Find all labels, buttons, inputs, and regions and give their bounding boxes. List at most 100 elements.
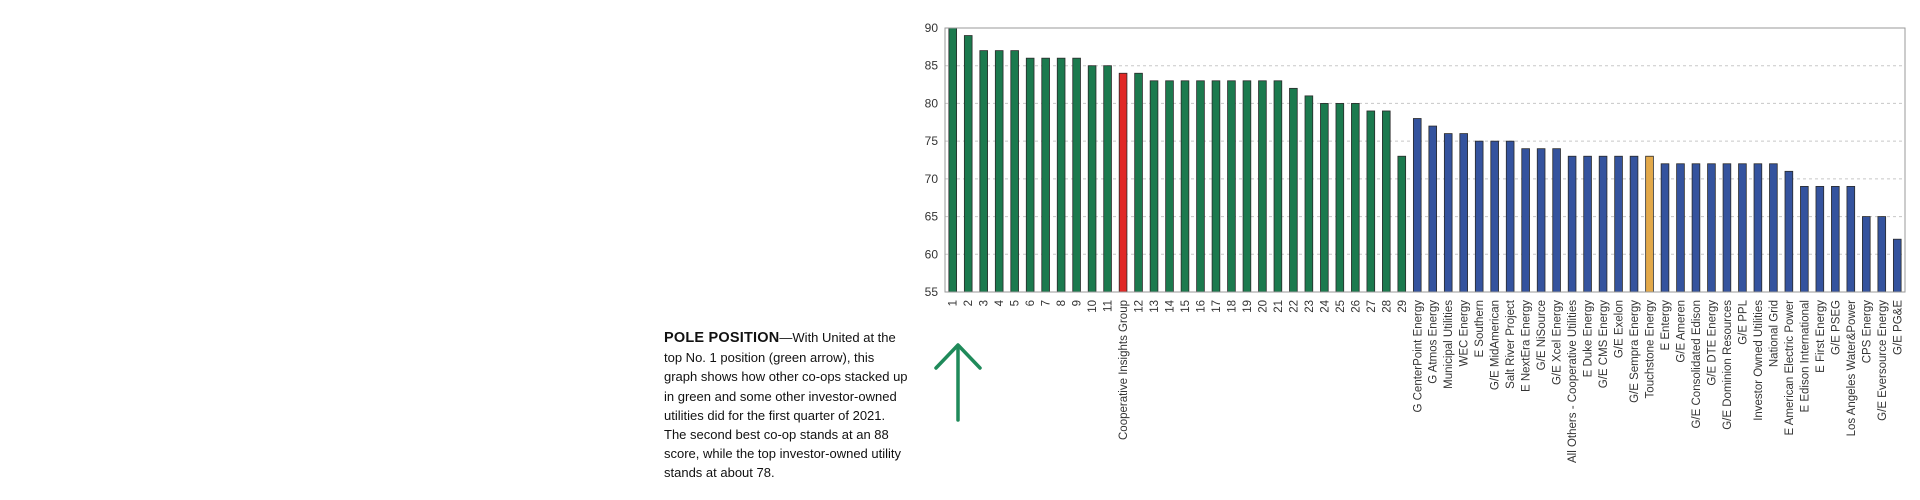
x-category-label: WEC Energy xyxy=(1459,300,1471,367)
bar xyxy=(1583,155,1592,293)
x-category-label: 8 xyxy=(1056,300,1068,306)
x-category-label: G/E CMS Energy xyxy=(1598,300,1610,388)
x-category-label: 20 xyxy=(1257,300,1269,313)
bar xyxy=(1443,133,1453,293)
x-category-label: 25 xyxy=(1335,300,1347,313)
bar xyxy=(1196,80,1205,293)
bar xyxy=(948,27,958,293)
y-axis-ticks: 55 60 65 70 75 80 85 90 xyxy=(925,21,939,299)
x-category-label: 4 xyxy=(994,299,1006,306)
x-category-label: 23 xyxy=(1304,300,1316,313)
bar xyxy=(1753,163,1763,293)
bar xyxy=(1056,57,1066,293)
up-arrow-icon xyxy=(934,343,982,422)
bar xyxy=(1629,155,1639,293)
bar xyxy=(1335,103,1345,293)
bar xyxy=(1149,80,1159,293)
x-category-label: G/E PSEG xyxy=(1830,300,1842,355)
bar xyxy=(1382,110,1391,293)
x-axis-categories: 1 2 3 4 5 6 7 8 9 10 11 Cooperative Insights Group 1… xyxy=(948,299,1905,463)
x-category-label: 7 xyxy=(1041,300,1053,306)
bar xyxy=(1490,140,1499,293)
bar xyxy=(1242,80,1252,293)
bar xyxy=(1351,103,1360,293)
y-tick-label: 65 xyxy=(925,210,939,224)
x-category-label: E NextEra Energy xyxy=(1521,300,1533,392)
bar xyxy=(1660,163,1670,293)
bar xyxy=(1320,103,1329,293)
bar xyxy=(1397,155,1407,293)
bar xyxy=(1134,72,1143,293)
x-category-label: G/E Dominion Resources xyxy=(1722,300,1734,430)
x-category-label: Investor Owned Utilities xyxy=(1753,300,1765,421)
x-category-label: 10 xyxy=(1087,300,1099,313)
x-category-label: 24 xyxy=(1319,299,1331,312)
x-category-label: G/E DTE Energy xyxy=(1706,300,1718,386)
bar xyxy=(1536,148,1546,293)
bars xyxy=(948,27,1902,293)
x-category-label: E Southern xyxy=(1474,300,1486,358)
x-category-label: 6 xyxy=(1025,300,1037,306)
x-category-label: 13 xyxy=(1149,300,1161,313)
x-category-label: G/E PG&E xyxy=(1892,300,1904,355)
bar xyxy=(1722,163,1732,293)
x-category-label: G/E PPL xyxy=(1737,299,1749,344)
x-category-label: E First Energy xyxy=(1815,300,1827,373)
x-category-label: E Edison International xyxy=(1799,300,1811,413)
bar xyxy=(1304,95,1314,293)
caption: POLE POSITION—With United at the top No.… xyxy=(664,328,909,483)
bar xyxy=(1010,50,1019,293)
x-category-label: 9 xyxy=(1072,300,1084,306)
bar xyxy=(1087,65,1097,293)
x-category-label: 5 xyxy=(1010,300,1022,306)
bar xyxy=(1614,155,1623,293)
bar xyxy=(1025,57,1035,293)
x-category-label: 11 xyxy=(1103,300,1115,312)
bar xyxy=(1474,140,1484,293)
x-category-label: G/E Exelon xyxy=(1614,300,1626,358)
x-category-label: Salt River Project xyxy=(1505,299,1517,389)
x-category-label: 27 xyxy=(1366,300,1378,313)
y-tick-label: 85 xyxy=(925,59,939,73)
x-category-label: 3 xyxy=(979,300,991,306)
x-category-label: Los Angeles Water&Power xyxy=(1846,300,1858,437)
x-category-label: 26 xyxy=(1350,300,1362,313)
bar xyxy=(1366,110,1376,293)
x-category-label: 22 xyxy=(1288,300,1300,313)
bar xyxy=(1552,148,1561,293)
y-tick-label: 75 xyxy=(925,134,939,148)
bar xyxy=(1165,80,1174,293)
x-category-label: G Atmos Energy xyxy=(1428,300,1440,384)
bar xyxy=(1505,140,1515,293)
caption-title: POLE POSITION xyxy=(664,330,780,346)
x-category-label: E Entergy xyxy=(1660,300,1672,351)
bar xyxy=(1645,155,1654,293)
bar xyxy=(1769,163,1778,293)
x-category-label: 19 xyxy=(1242,300,1254,313)
x-category-label: 29 xyxy=(1397,300,1409,313)
x-category-label: G/E Eversource Energy xyxy=(1877,300,1889,421)
bar xyxy=(1691,163,1701,293)
bar xyxy=(1846,185,1856,293)
bar xyxy=(1258,80,1267,293)
bar xyxy=(1877,216,1887,293)
x-category-label: National Grid xyxy=(1768,300,1780,367)
x-category-label: G/E NiSource xyxy=(1536,300,1548,370)
x-category-label: 15 xyxy=(1180,300,1192,313)
x-category-label: 2 xyxy=(963,300,975,306)
x-category-label: G/E Consolidated Edison xyxy=(1691,300,1703,429)
bar xyxy=(963,35,973,293)
bar xyxy=(1041,57,1050,293)
bar xyxy=(1103,65,1112,293)
x-category-label: 12 xyxy=(1134,300,1146,313)
bar xyxy=(1892,238,1902,293)
x-category-label: Cooperative Insights Group xyxy=(1118,300,1130,440)
bar xyxy=(1784,170,1794,293)
bar xyxy=(1227,80,1236,293)
bar xyxy=(1800,185,1809,293)
bar xyxy=(1567,155,1577,293)
x-category-label: 16 xyxy=(1195,300,1207,313)
x-category-label: CPS Energy xyxy=(1861,300,1873,364)
bar xyxy=(1598,155,1608,293)
